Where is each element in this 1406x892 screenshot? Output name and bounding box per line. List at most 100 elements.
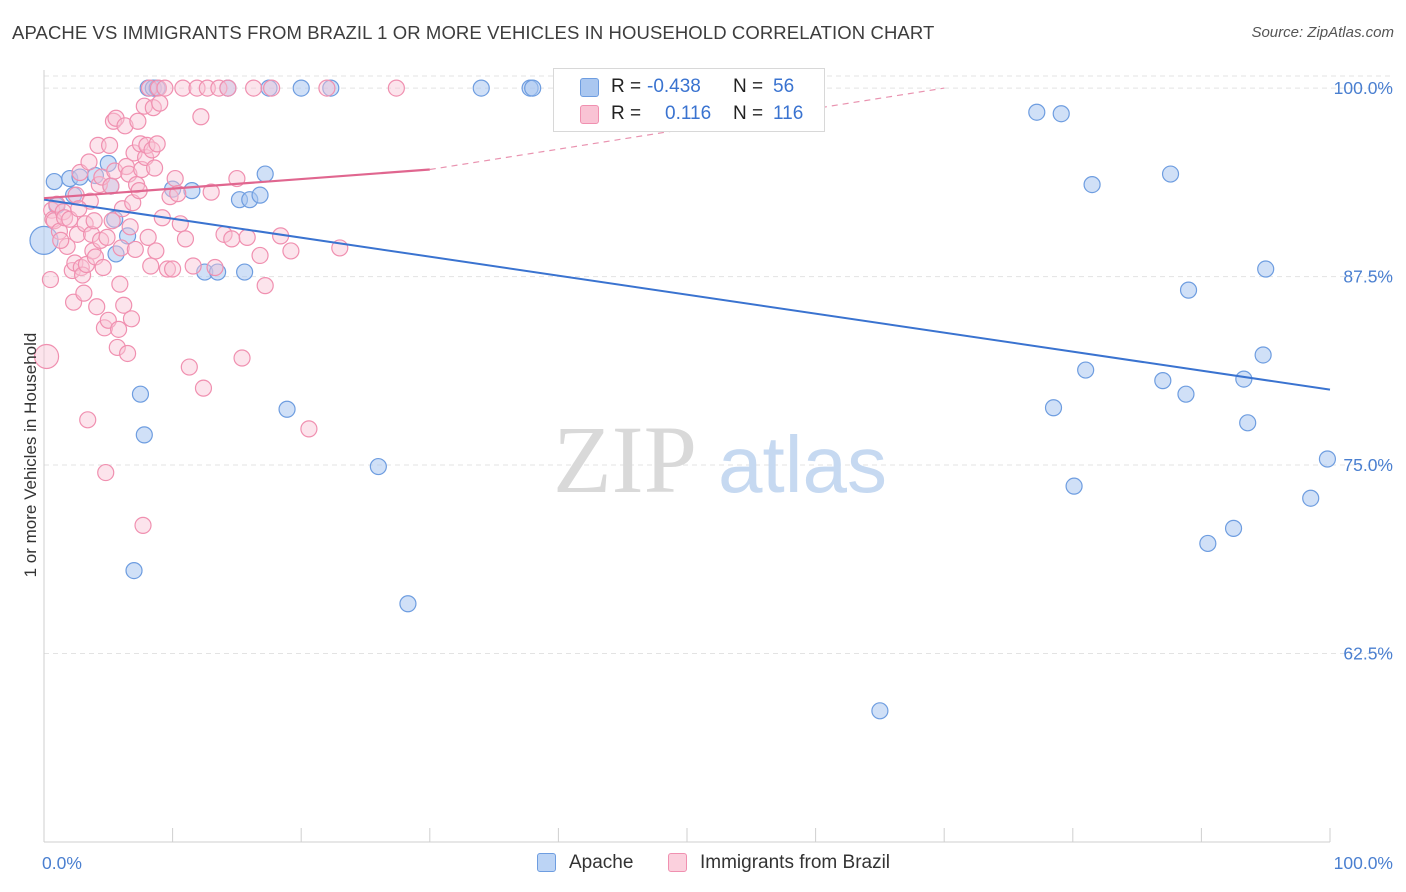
data-point: [263, 79, 281, 97]
data-point: [387, 79, 405, 97]
data-point: [158, 260, 177, 278]
data-point: [256, 165, 274, 183]
chart-title: APACHE VS IMMIGRANTS FROM BRAZIL 1 OR MO…: [12, 22, 935, 43]
data-point: [300, 420, 318, 438]
y-tick-label: 75.0%: [1343, 455, 1393, 475]
data-point: [85, 212, 103, 230]
data-point: [1065, 477, 1083, 495]
data-point: [125, 561, 143, 580]
legend-r-value: -0.438: [647, 76, 701, 97]
data-point: [180, 358, 198, 376]
data-point: [88, 298, 106, 316]
bottom-legend-label-brazil: Immigrants from Brazil: [700, 852, 891, 873]
data-point: [251, 186, 269, 204]
data-point: [871, 702, 889, 720]
legend-r-label: R =: [611, 103, 642, 124]
data-point: [1239, 414, 1257, 432]
watermark-zip: ZIP: [553, 406, 697, 513]
data-point: [174, 79, 192, 97]
data-point: [147, 242, 165, 260]
y-tick-label: 62.5%: [1343, 644, 1393, 664]
data-point: [73, 266, 92, 284]
legend-row-apache: R = -0.438 N = 56: [554, 74, 824, 100]
data-point: [1044, 399, 1063, 417]
data-point: [98, 228, 116, 246]
series-apache: [29, 79, 1337, 720]
legend-r-label: R =: [611, 76, 642, 97]
trend-lines: [43, 87, 1331, 391]
data-point: [292, 79, 310, 97]
data-point: [45, 172, 63, 191]
data-point: [121, 218, 139, 236]
x-tick-label-max: 100.0%: [1334, 853, 1393, 873]
data-point: [52, 231, 70, 249]
data-point: [233, 349, 251, 367]
data-point: [472, 79, 490, 97]
tick-labels: 62.5% 75.0% 87.5% 100.0% 0.0% 100.0%: [42, 78, 1393, 873]
data-point: [256, 277, 274, 295]
legend-n-value: 56: [773, 76, 795, 97]
data-point: [206, 258, 224, 277]
scatter-points: [29, 79, 1337, 720]
legend-swatch-apache: [580, 78, 599, 97]
trend-line-apache: [43, 198, 1331, 391]
data-point: [164, 260, 182, 278]
data-point: [1077, 361, 1095, 379]
data-point: [369, 457, 387, 476]
data-point: [142, 257, 160, 275]
data-point: [148, 135, 166, 153]
series-brazil: [33, 79, 405, 534]
bottom-legend-label-apache: Apache: [569, 852, 634, 873]
data-point: [122, 310, 141, 328]
bottom-legend-swatch-brazil: [668, 853, 687, 872]
data-point: [322, 79, 340, 97]
trend-line-brazil-solid: [43, 168, 430, 200]
legend-swatch-brazil: [580, 105, 599, 124]
data-point: [251, 246, 269, 265]
legend-n-value: 116: [773, 103, 804, 124]
data-point: [209, 263, 227, 281]
data-point: [202, 183, 220, 201]
data-point: [219, 79, 237, 97]
watermark-atlas: atlas: [718, 420, 887, 509]
chart-source: Source: ZipAtlas.com: [1251, 24, 1394, 41]
y-tick-label: 100.0%: [1334, 78, 1393, 98]
data-point: [134, 516, 152, 534]
data-point: [151, 94, 169, 112]
legend-row-brazil: R = 0.116 N = 116: [554, 101, 824, 127]
data-point: [399, 595, 417, 613]
data-point: [145, 159, 164, 177]
data-point: [1177, 385, 1195, 403]
data-point: [192, 108, 210, 126]
data-point: [278, 400, 296, 418]
axes: [43, 70, 1331, 843]
data-point: [112, 239, 130, 257]
data-point: [94, 258, 112, 277]
legend-n-label: N =: [733, 76, 764, 97]
data-point: [1179, 281, 1198, 299]
legend-n-label: N =: [733, 103, 764, 124]
data-point: [149, 79, 168, 97]
data-point: [176, 230, 195, 248]
data-point: [184, 257, 202, 275]
data-point: [1257, 260, 1275, 278]
y-axis-label: 1 or more Vehicles in Household: [21, 333, 40, 578]
data-point: [139, 228, 157, 246]
correlation-legend: R = -0.438 N = 56 R = 0.116 N = 116: [553, 68, 825, 132]
data-point: [183, 182, 201, 200]
data-point: [1254, 346, 1272, 364]
data-point: [1318, 450, 1337, 468]
data-point: [1199, 534, 1217, 553]
data-point: [223, 230, 241, 248]
data-point: [97, 463, 115, 482]
data-point: [245, 79, 263, 97]
data-point: [58, 237, 76, 256]
data-point: [1083, 175, 1101, 194]
x-tick-label-min: 0.0%: [42, 853, 82, 873]
data-point: [1224, 519, 1243, 537]
data-point: [236, 263, 254, 281]
data-point: [238, 228, 256, 246]
data-point: [108, 338, 126, 357]
bottom-legend-swatch-apache: [537, 853, 556, 872]
data-point: [318, 79, 336, 97]
